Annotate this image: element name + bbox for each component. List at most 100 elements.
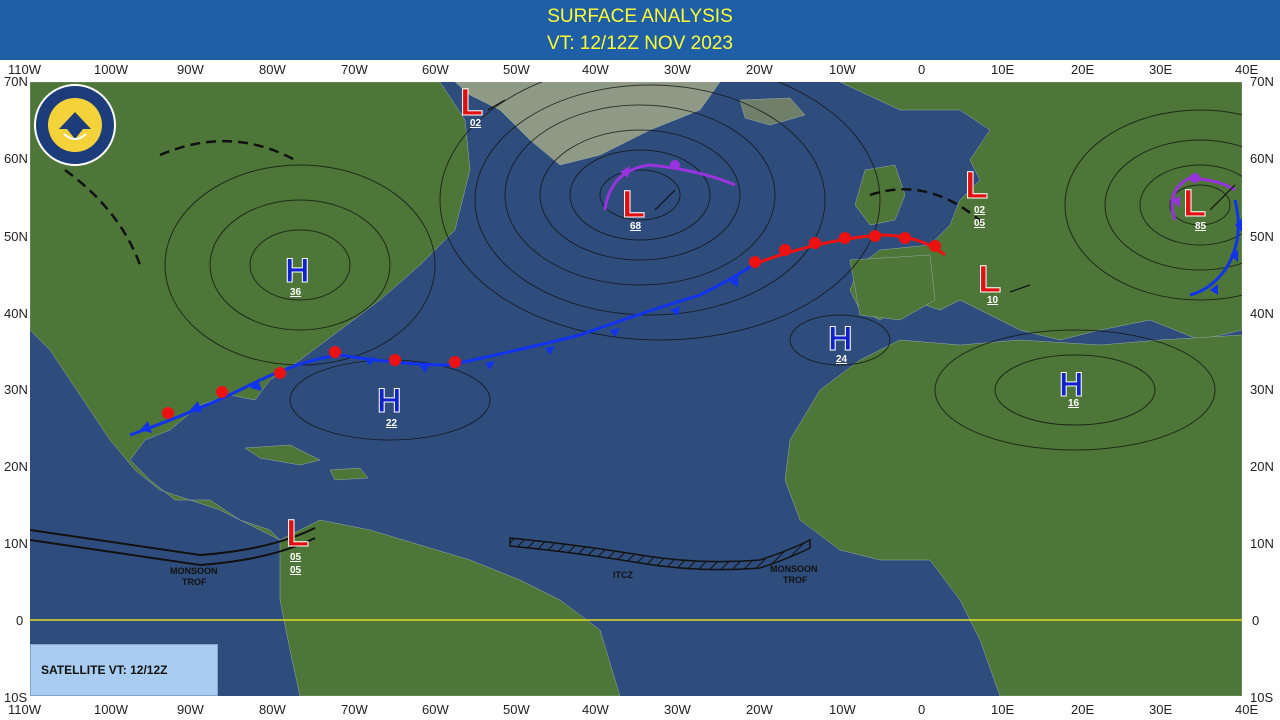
north-america (30, 82, 471, 541)
low-center[interactable]: L 68 (622, 184, 646, 233)
lat-label: 30N (4, 382, 28, 397)
lat-label: 50N (4, 229, 28, 244)
svg-text:L: L (622, 184, 645, 226)
lon-label: 10W (829, 702, 856, 717)
lon-label: 60W (422, 702, 449, 717)
lon-label: 30W (664, 62, 691, 77)
high-center[interactable]: H 16 (1059, 366, 1085, 410)
svg-text:02: 02 (974, 205, 986, 216)
lon-label: 40E (1235, 702, 1259, 717)
svg-text:85: 85 (1195, 221, 1207, 232)
lon-label: 70W (341, 702, 368, 717)
svg-text:05: 05 (974, 218, 986, 229)
svg-text:L: L (1183, 183, 1206, 225)
high-center[interactable]: H 36 (285, 252, 311, 299)
lon-label: 20W (746, 62, 773, 77)
lat-label: 30N (1250, 382, 1274, 397)
greenland (454, 82, 721, 166)
occluded-symbols (620, 160, 1200, 208)
itcz (509, 537, 811, 571)
storm-motion-arrows (487, 99, 1236, 293)
low-center[interactable]: L 02 05 (965, 165, 989, 230)
svg-text:L: L (286, 513, 309, 555)
cold-front-barbs (140, 218, 1242, 433)
lon-label: 10W (829, 62, 856, 77)
lon-label: 30E (1149, 62, 1173, 77)
weather-map[interactable]: H 36 H 22 H 24 H 16 L 02 L 68 L 02 05 L … (30, 82, 1242, 696)
lon-label: 40W (582, 702, 609, 717)
svg-text:10: 10 (987, 295, 999, 306)
svg-text:16: 16 (1068, 398, 1080, 409)
cold-front-east (1189, 199, 1240, 297)
lon-label: 40E (1235, 62, 1259, 77)
lon-label: 100W (94, 62, 128, 77)
africa (784, 334, 1242, 696)
lat-label: 0 (16, 613, 24, 628)
lon-label: 30W (664, 702, 691, 717)
lat-label: 0 (1252, 613, 1260, 628)
header-bar: SURFACE ANALYSIS VT: 12/12Z NOV 2023 (0, 0, 1280, 60)
svg-text:02: 02 (470, 118, 482, 129)
low-center[interactable]: L 02 (460, 82, 484, 129)
lon-label: 0 (918, 62, 926, 77)
svg-text:05: 05 (290, 565, 302, 576)
svg-text:H: H (377, 382, 402, 420)
lon-label: 50W (503, 62, 530, 77)
occluded-front-atlantic (603, 163, 736, 211)
svg-text:68: 68 (630, 221, 642, 232)
lon-label: 80W (259, 702, 286, 717)
monsoon-trof-label-e1: MONSOON (770, 564, 818, 574)
lon-label: 90W (177, 62, 204, 77)
low-center[interactable]: L 05 05 (286, 513, 310, 577)
lat-label: 40N (4, 306, 28, 321)
lat-label: 60N (4, 151, 28, 166)
low-center[interactable]: L 85 (1183, 183, 1207, 233)
valid-time: VT: 12/12Z NOV 2023 (547, 33, 733, 54)
satellite-valid-time: SATELLITE VT: 12/12Z (41, 663, 168, 677)
itcz-label: ITCZ (613, 570, 633, 580)
lon-label: 100W (94, 702, 128, 717)
monsoon-trof-label-w2: TROF (182, 577, 207, 587)
satellite-valid-time-box: SATELLITE VT: 12/12Z (30, 644, 218, 696)
svg-text:36: 36 (290, 287, 302, 298)
high-center[interactable]: H 24 (828, 320, 854, 366)
high-center[interactable]: H 22 (377, 382, 403, 430)
lon-label: 90W (177, 702, 204, 717)
lon-label: 80W (259, 62, 286, 77)
lon-label: 10E (991, 62, 1015, 77)
land-masses (30, 82, 1242, 696)
lat-label: 70N (1250, 74, 1274, 89)
lon-label: 20E (1071, 62, 1095, 77)
lon-label: 40W (582, 62, 609, 77)
isobars (164, 82, 1242, 451)
lon-label: 20W (746, 702, 773, 717)
lat-label: 70N (4, 74, 28, 89)
svg-text:05: 05 (290, 552, 302, 563)
svg-text:L: L (460, 82, 483, 124)
lon-label: 20E (1071, 702, 1095, 717)
south-america (279, 519, 621, 696)
iceland (739, 97, 806, 126)
lon-label: 50W (503, 702, 530, 717)
fleet-weather-center-logo (34, 84, 116, 166)
lat-label: 10N (1250, 536, 1274, 551)
lon-label: 60W (422, 62, 449, 77)
iberia (849, 254, 936, 321)
svg-text:22: 22 (386, 418, 398, 429)
cuba (244, 444, 321, 466)
lat-label: 50N (1250, 229, 1274, 244)
svg-text:24: 24 (836, 354, 848, 365)
lat-label: 20N (4, 459, 28, 474)
hispaniola (329, 467, 369, 481)
lon-label: 110W (8, 702, 41, 717)
lon-label: 0 (918, 702, 926, 717)
lon-label: 30E (1149, 702, 1173, 717)
svg-text:H: H (285, 252, 310, 290)
svg-text:L: L (978, 259, 1001, 301)
lon-label: 10E (991, 702, 1015, 717)
low-center[interactable]: L 10 (978, 259, 1002, 307)
troughs (64, 139, 986, 266)
lat-label: 10S (4, 690, 28, 705)
svg-text:H: H (1059, 366, 1084, 404)
warm-front-bumps (162, 230, 941, 419)
